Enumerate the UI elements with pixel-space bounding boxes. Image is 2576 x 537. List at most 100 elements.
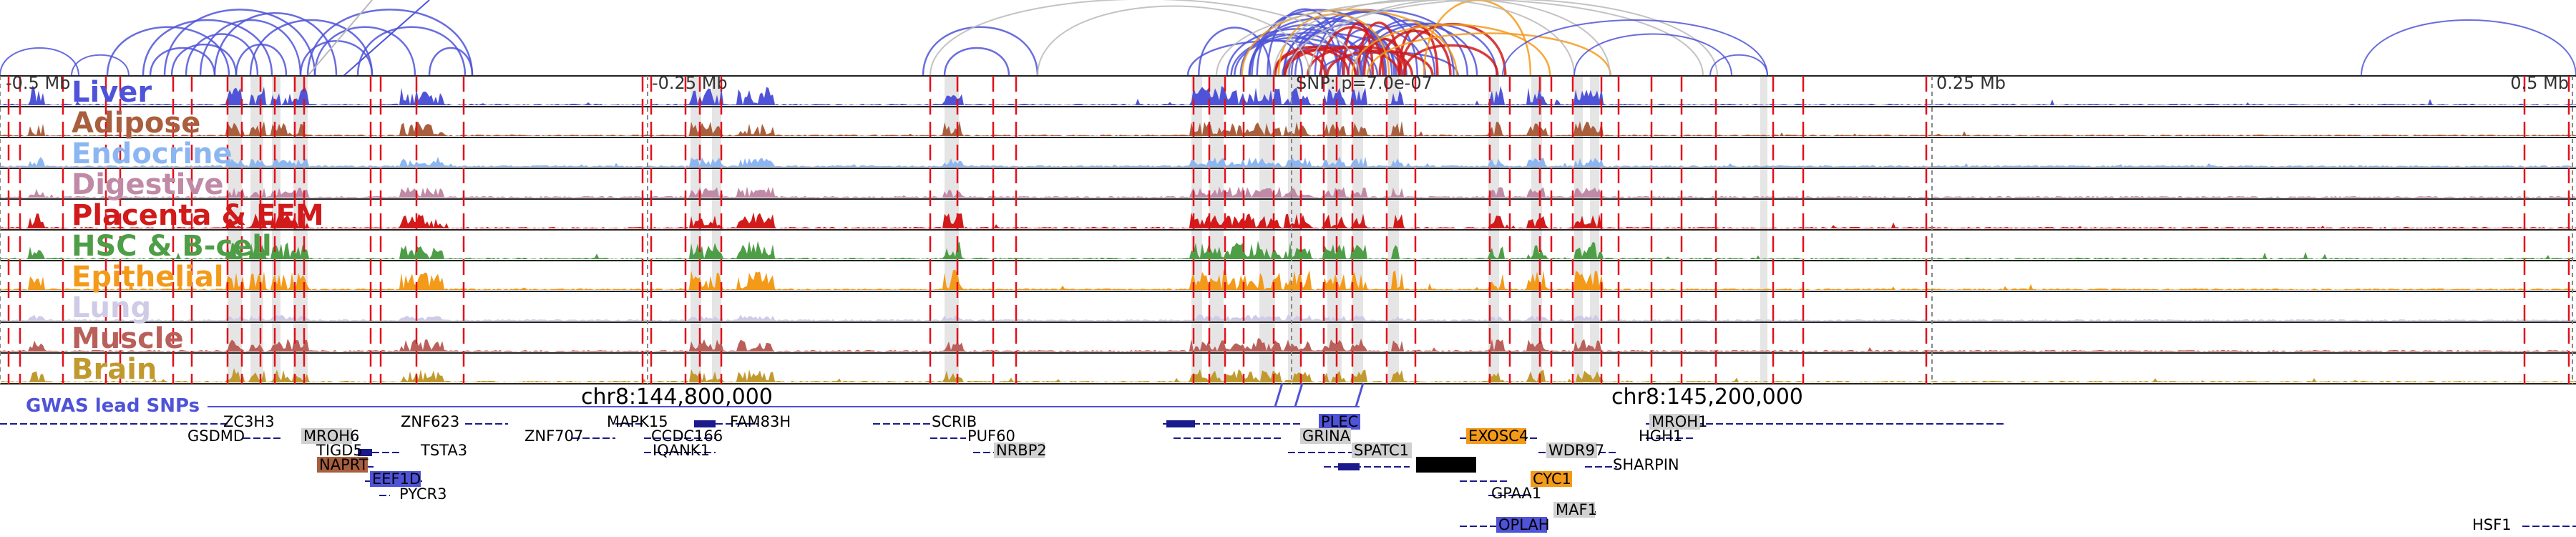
interaction-arc-12 <box>306 9 474 77</box>
interaction-arc-54 <box>1306 45 1414 77</box>
gene-highlight-5 <box>370 471 421 487</box>
gene-label-24: OPLAH <box>1498 516 1550 533</box>
interaction-arc-71 <box>2361 19 2576 77</box>
interaction-arc-66 <box>930 0 1360 77</box>
gene-label-15: PUF60 <box>967 427 1015 445</box>
interaction-arc-6 <box>235 43 288 77</box>
gene-label-6: TSTA3 <box>420 442 467 459</box>
interaction-arc-68 <box>1502 19 1768 77</box>
interaction-arc-61 <box>1241 9 1458 77</box>
gene-label-29: HGH1 <box>1639 427 1682 445</box>
signal-track-3 <box>0 186 2576 198</box>
gene-label-27: MAF1 <box>1556 501 1597 518</box>
gene-label-25: WDR97 <box>1548 442 1604 459</box>
position-tick-label-2: SNP: p=7.0e-07 <box>1296 73 1433 93</box>
track-label-4: Placenta & EEM <box>72 199 324 232</box>
gwas-snp-mark-2 <box>1355 382 1365 407</box>
gene-highlight-27 <box>1553 502 1595 518</box>
gene-highlight-2 <box>301 428 352 444</box>
coordinate-label-0: chr8:144,800,000 <box>581 384 773 410</box>
gene-label-9: ZNF707 <box>525 427 583 445</box>
gene-highlight-22 <box>1531 471 1572 487</box>
interaction-arc-7 <box>249 19 374 77</box>
interaction-arc-16 <box>922 26 1039 77</box>
signal-track-6 <box>0 269 2576 290</box>
interaction-arc-62 <box>1216 0 1704 77</box>
position-tick-label-0: -0.5 Mb <box>6 73 70 93</box>
gwas-snp-mark-0 <box>1274 382 1284 407</box>
interaction-arc-72 <box>71 54 130 77</box>
gene-highlight-16 <box>994 442 1045 458</box>
gene-label-1: GSDMD <box>187 427 245 445</box>
position-tick-label-1: -0.25 Mb <box>652 73 728 93</box>
snp-marker-lines <box>7 76 2570 384</box>
signal-track-9 <box>0 368 2576 382</box>
interaction-arc-13 <box>356 26 467 77</box>
interaction-arc-63 <box>1287 0 1718 77</box>
interaction-arc-10 <box>149 47 216 77</box>
gene-label-20: PARP10 <box>1418 456 1475 473</box>
gene-label-22: CYC1 <box>1533 470 1571 488</box>
track-label-5: HSC & B-cell <box>72 230 272 263</box>
gwas-snp-mark-1 <box>1294 382 1304 407</box>
gene-highlight-24 <box>1496 517 1547 533</box>
interaction-arc-57 <box>1366 32 1612 77</box>
exon-block-3 <box>1338 463 1360 470</box>
interaction-arc-39 <box>1347 23 1478 77</box>
interaction-arc-14 <box>428 47 474 77</box>
interaction-arc-2 <box>163 9 316 77</box>
interaction-arc-67 <box>1037 5 1310 77</box>
signal-track-0 <box>0 85 2576 105</box>
track-frames <box>0 75 2576 384</box>
gene-highlight-21 <box>1466 428 1526 444</box>
interaction-arc-31 <box>1197 26 1272 77</box>
interaction-arc-52 <box>1272 45 1357 77</box>
interaction-arc-5 <box>213 12 338 77</box>
interaction-arc-75 <box>307 0 373 77</box>
track-label-0: Liver <box>72 76 152 109</box>
interaction-arc-69 <box>1574 33 1732 77</box>
gene-label-10: MAPK15 <box>607 413 668 430</box>
interaction-arc-4 <box>199 19 302 77</box>
signal-track-8 <box>0 338 2576 352</box>
interaction-arc-59 <box>1351 24 1551 77</box>
interaction-arc-64 <box>1309 0 1611 77</box>
gene-label-23: GPAA1 <box>1491 485 1541 502</box>
gene-label-8: ZNF623 <box>401 413 459 430</box>
exon-block-1 <box>694 420 716 427</box>
interaction-arc-70 <box>1709 54 1768 77</box>
track-label-7: Lung <box>72 291 151 324</box>
gene-highlight-4 <box>317 457 368 473</box>
interaction-arc-15 <box>943 47 1010 77</box>
interaction-arc-8 <box>299 40 374 77</box>
interaction-arc-38 <box>1230 32 1404 77</box>
track-label-6: Epithelial <box>72 261 224 294</box>
gene-highlight-25 <box>1546 442 1597 458</box>
track-label-1: Adipose <box>72 107 200 140</box>
coordinate-label-1: chr8:145,200,000 <box>1611 384 1803 410</box>
interaction-arc-47 <box>1362 37 1407 77</box>
interaction-arc-53 <box>1378 29 1452 77</box>
gene-highlight-20 <box>1416 457 1476 473</box>
exon-block-0 <box>1166 420 1195 427</box>
gwas-track-label: GWAS lead SNPs <box>26 395 200 417</box>
gene-highlight-17 <box>1319 414 1360 430</box>
interaction-arc-9 <box>313 26 416 77</box>
gene-highlight-28 <box>1649 414 1700 430</box>
gene-label-19: SPATC1 <box>1354 442 1409 459</box>
signal-track-7 <box>0 314 2576 321</box>
gene-label-11: CCDC166 <box>651 427 723 445</box>
interaction-arc-0 <box>106 26 230 77</box>
interaction-arc-3 <box>185 33 259 77</box>
gene-label-16: NRBP2 <box>996 442 1047 459</box>
gene-label-30: HSF1 <box>2472 516 2512 533</box>
gene-label-21: EXOSC4 <box>1468 427 1528 445</box>
gwas-track: GWAS lead SNPs chr8:144,800,000 chr8:145,2… <box>26 382 1803 417</box>
gene-label-7: PYCR3 <box>399 485 447 503</box>
track-label-2: Endocrine <box>72 137 233 170</box>
interaction-arc-1 <box>142 19 273 77</box>
